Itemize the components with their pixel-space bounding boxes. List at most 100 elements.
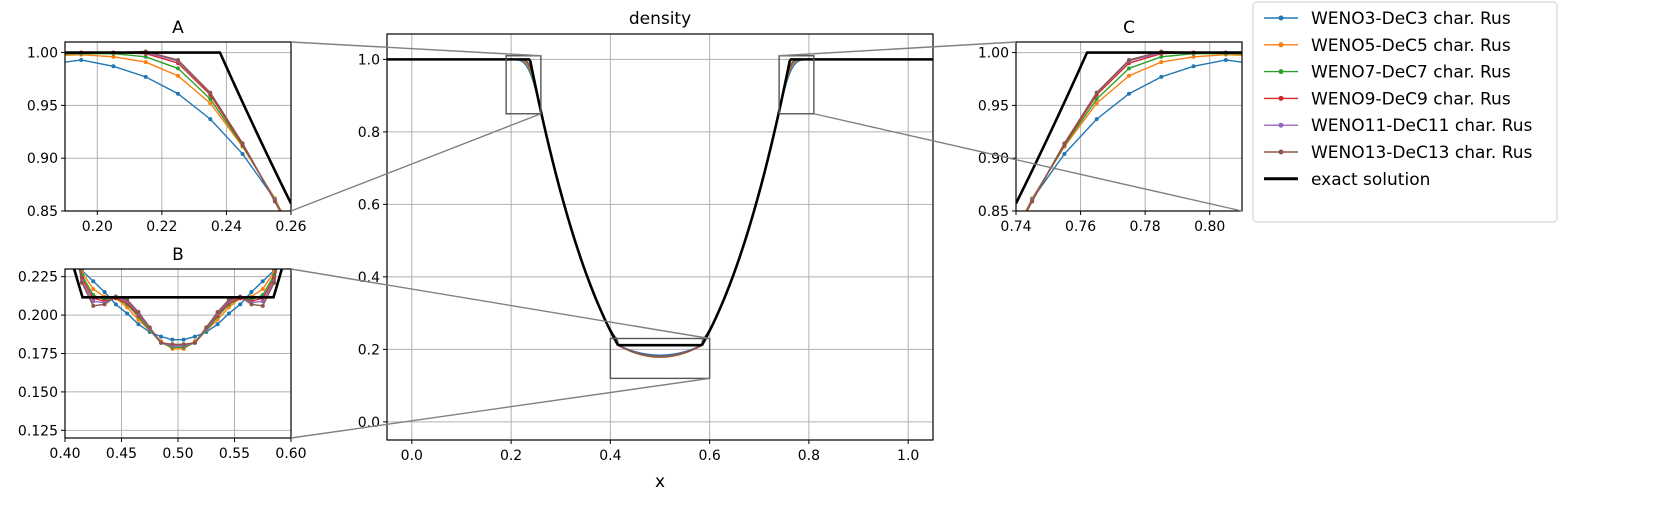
x-tick-label: 0.50	[162, 446, 193, 462]
data-point	[305, 262, 309, 266]
data-point	[215, 322, 220, 327]
legend-item: WENO13-DeC13 char. Rus	[1264, 143, 1532, 163]
data-point	[260, 279, 265, 284]
data-point	[102, 290, 107, 295]
data-point	[1127, 66, 1131, 71]
legend-label: WENO11-DeC11 char. Rus	[1311, 116, 1532, 136]
data-point	[998, 262, 1002, 266]
axes-frame	[64, 268, 292, 439]
x-tick-label: 0.0	[401, 448, 423, 464]
legend-label: WENO5-DeC5 char. Rus	[1311, 36, 1511, 56]
data-point	[181, 337, 186, 342]
x-tick-label: 0.24	[211, 219, 242, 235]
y-tick-label: 0.6	[358, 197, 380, 213]
data-point	[260, 286, 265, 291]
data-point	[1127, 73, 1131, 78]
data-point	[147, 325, 152, 330]
legend-label: WENO7-DeC7 char. Rus	[1311, 63, 1511, 83]
x-tick-label: 0.55	[219, 446, 250, 462]
x-tick-label: 1.0	[897, 448, 919, 464]
y-tick-label: 0.0	[358, 415, 380, 431]
exact-solution-line	[1016, 51, 1242, 205]
y-tick-label: 0.95	[27, 98, 58, 114]
plot-area	[998, 49, 1242, 266]
inset-a: 0.20 0.22 0.24 0.26 0.85 0.90 0.95 1.00	[27, 41, 309, 266]
y-tick-label: 0.2	[358, 342, 380, 358]
data-point	[176, 66, 180, 71]
series-line-1	[80, 269, 276, 341]
data-point	[111, 54, 116, 59]
data-point	[91, 286, 96, 291]
x-tick-label: 0.45	[106, 446, 137, 462]
series-line-5	[78, 269, 278, 347]
data-point	[249, 290, 254, 295]
data-point	[1191, 54, 1196, 59]
plot-area	[69, 221, 284, 351]
exact-solution-line	[72, 269, 284, 299]
plot-area	[47, 49, 309, 266]
data-point	[192, 334, 197, 339]
data-point	[249, 302, 254, 307]
y-tick-label: 1.00	[27, 46, 58, 62]
data-point	[102, 302, 107, 307]
data-point	[91, 279, 96, 284]
data-point	[260, 303, 265, 308]
x-tick-label: 0.76	[1065, 219, 1096, 235]
main-axes: 0.0 0.2 0.4 0.6 0.8 1.0 0.0 0.2 0.4 0.6 0.8 1.0	[358, 33, 934, 464]
x-tick-label: 0.80	[1194, 219, 1225, 235]
data-point	[305, 262, 309, 266]
legend-item: exact solution	[1264, 170, 1430, 190]
series-line-6	[411, 58, 909, 357]
data-point	[208, 97, 213, 102]
y-tick-label: 1.00	[978, 46, 1009, 62]
legend-item: WENO7-DeC7 char. Rus	[1264, 63, 1511, 83]
data-point	[1127, 57, 1131, 62]
data-point	[215, 310, 220, 315]
inset-title: B	[172, 245, 184, 265]
plot-area	[387, 58, 933, 359]
data-point	[226, 297, 231, 302]
data-point	[69, 221, 73, 225]
data-point	[69, 221, 73, 225]
data-point	[113, 302, 118, 307]
y-tick-label: 0.90	[978, 151, 1009, 167]
inset-title: C	[1123, 18, 1135, 38]
legend-item: WENO11-DeC11 char. Rus	[1264, 116, 1532, 136]
y-tick-label: 0.85	[27, 204, 58, 220]
inset-c: 0.74 0.76 0.78 0.80 0.85 0.90 0.95 1.00	[978, 41, 1243, 266]
zoom-connector	[290, 377, 710, 439]
data-point	[998, 262, 1002, 266]
data-point	[208, 101, 213, 106]
data-point	[240, 151, 245, 156]
data-point	[998, 262, 1002, 266]
y-tick-label: 0.4	[358, 270, 380, 286]
exact-solution-line	[387, 58, 933, 347]
main-title: density	[629, 9, 691, 29]
data-point	[91, 303, 96, 308]
data-point	[176, 91, 180, 96]
data-point	[47, 62, 51, 66]
legend-marker	[1278, 42, 1284, 48]
data-point	[208, 117, 213, 122]
series-line-4	[411, 58, 909, 358]
x-axis-label: x	[655, 472, 665, 492]
data-point	[998, 262, 1002, 266]
data-point	[136, 322, 141, 327]
data-point	[240, 141, 245, 146]
inset-title: A	[172, 18, 184, 38]
y-tick-label: 1.0	[358, 52, 380, 68]
legend-marker	[1278, 149, 1284, 155]
data-point	[305, 262, 309, 266]
data-point	[170, 337, 175, 342]
inset-b: 0.40 0.45 0.50 0.55 0.600.1250.1500.1750.200…	[18, 221, 307, 462]
data-point	[998, 262, 1002, 266]
data-point	[1191, 64, 1196, 69]
legend-item: WENO5-DeC5 char. Rus	[1264, 36, 1511, 56]
zoom-connector	[290, 268, 710, 340]
y-tick-label: 0.175	[18, 347, 58, 363]
data-point	[111, 64, 116, 69]
data-point	[79, 57, 84, 62]
data-point	[226, 311, 231, 316]
series-line-5	[411, 58, 909, 358]
series-line-6	[78, 269, 278, 345]
